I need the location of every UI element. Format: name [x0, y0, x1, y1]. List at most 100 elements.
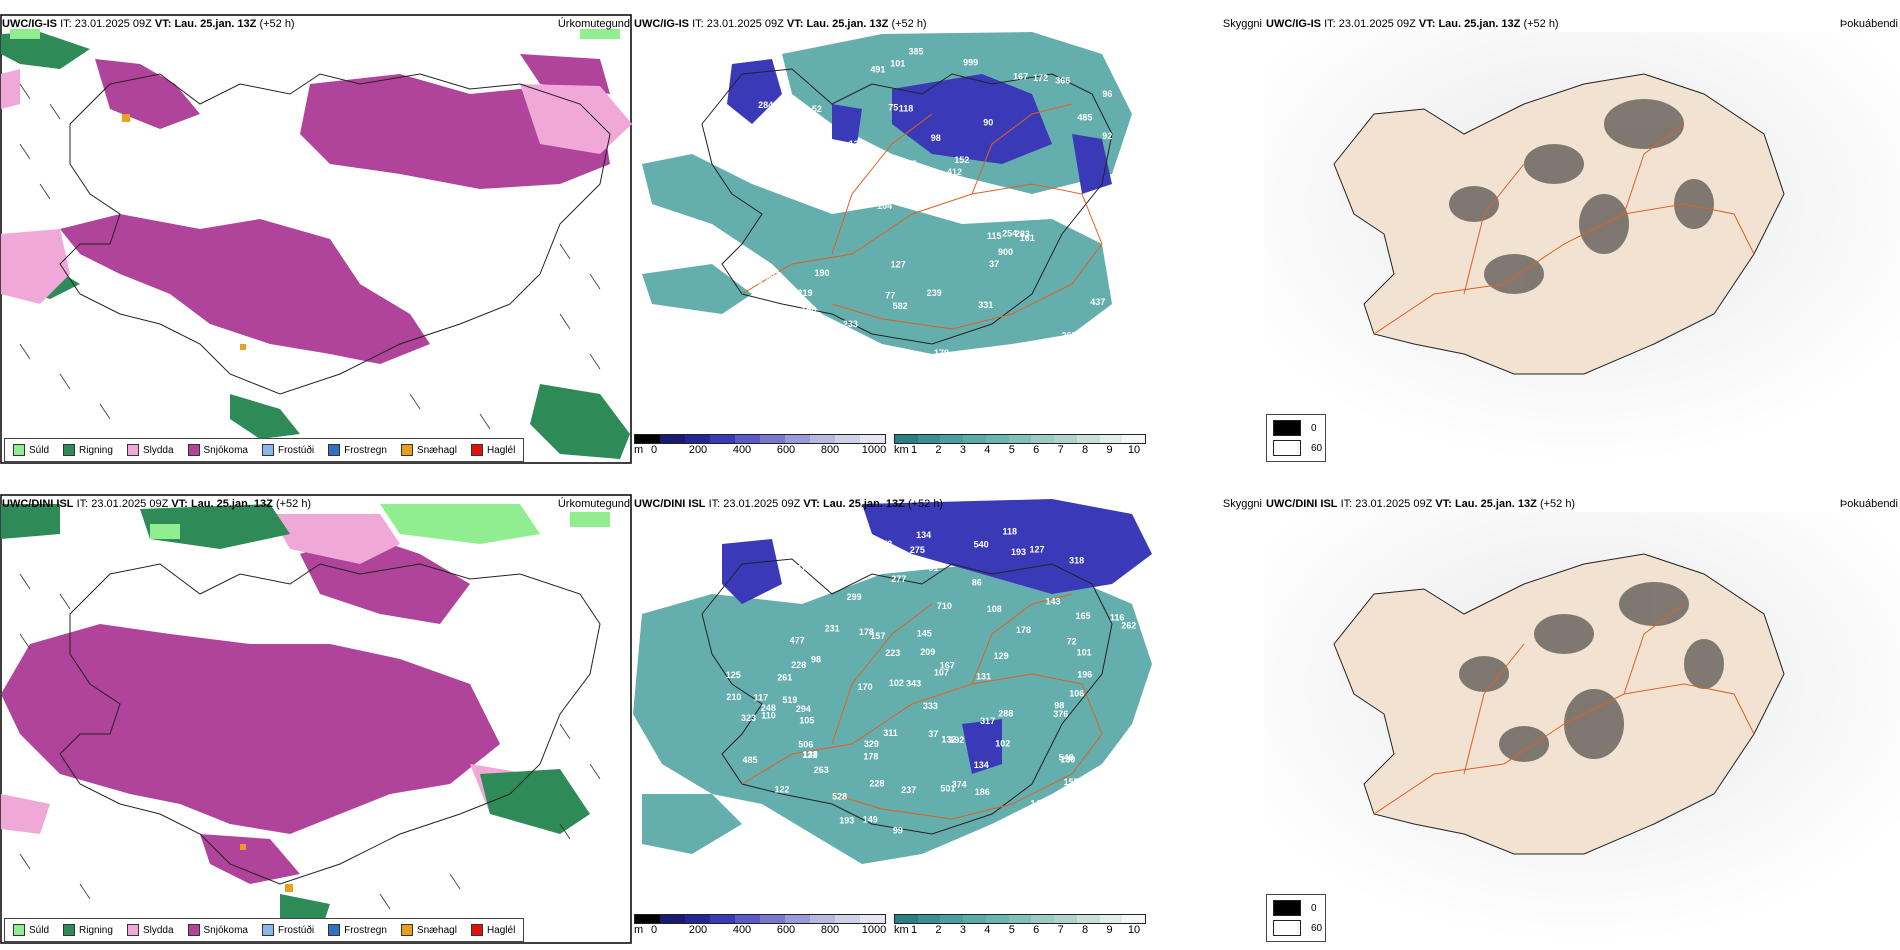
cloud-value-label: 37	[928, 729, 938, 739]
colorbar-tick: 6	[1033, 444, 1040, 456]
cloud-value-label: 104	[877, 201, 892, 211]
cloud-value-label: 134	[974, 760, 989, 770]
legend-item: Snjókoma	[187, 924, 248, 936]
cloud-value-label: 294	[796, 704, 811, 714]
wind-barbs	[19, 573, 601, 910]
fog-legend-value: 0	[1311, 902, 1317, 914]
fog-land	[1333, 553, 1785, 855]
cloud-value-label: 178	[1016, 625, 1031, 635]
cloud-value-label: 219	[798, 288, 813, 298]
cloud-value-label: 498	[739, 338, 754, 348]
cloud-value-label: 105	[799, 716, 814, 726]
colorbar-tick: 10	[1127, 444, 1141, 456]
cloud-value-label: 323	[741, 713, 756, 723]
panel-subtitle: Úrkomutegund	[557, 18, 630, 30]
cloud-value-label: 163	[770, 341, 785, 351]
cloudbase-colorbar: m 0 200 400 600 800 1000	[634, 914, 886, 940]
cloud-value-label: 161	[1020, 233, 1035, 243]
cloud-value-label: 107	[934, 667, 949, 677]
legend-item: Haglél	[470, 924, 516, 936]
colorbar-unit: km	[894, 924, 909, 936]
coastline	[59, 73, 611, 395]
drizzle-areas	[150, 504, 610, 544]
legend-swatch	[13, 924, 25, 936]
cloud-value-label: 121	[802, 750, 817, 760]
fog-legend-row: 0	[1273, 420, 1317, 436]
cloud-value-label: 155	[736, 52, 751, 62]
cloud-value-label: 181	[814, 142, 829, 152]
legend-swatch	[13, 444, 25, 456]
cloud-value-label: 263	[814, 765, 829, 775]
cloud-value-label: 125	[726, 670, 741, 680]
visibility-colorbar: km 1 2 3 4 5 6 7 8 9 10	[894, 914, 1146, 940]
cloud-value-label: 160	[801, 305, 816, 315]
legend-item: Snæhagl	[400, 444, 457, 456]
legend-label: Snjókoma	[203, 444, 248, 456]
cloud-value-label: 155	[1064, 777, 1079, 787]
legend-swatch	[328, 924, 341, 936]
cloud-value-label: 129	[994, 651, 1009, 661]
cloud-value-label: 273	[948, 176, 963, 186]
cloud-visibility-panel: 122 127 146 143 132 98 105 138 165 178 117 134 102 10…	[632, 494, 1264, 944]
precip-map	[0, 14, 632, 464]
panel-subtitle: Skyggni	[1222, 498, 1262, 510]
fog-map	[1264, 512, 1900, 944]
cloud-value-label: 374	[952, 780, 967, 790]
cloud-value-label: 147	[791, 563, 806, 573]
cloud-value-label: 106	[1069, 689, 1084, 699]
cloudbase-areas	[727, 59, 1112, 194]
drizzle-areas	[10, 29, 620, 39]
cloud-value-label: 37	[989, 259, 999, 269]
colorbar-tick: 6	[1033, 924, 1040, 936]
cloud-value-label: 105	[885, 184, 900, 194]
cloud-value-label: 99	[893, 825, 903, 835]
legend-swatch	[470, 924, 483, 936]
fog-roads	[1373, 603, 1755, 815]
fog-shading	[1459, 582, 1724, 762]
precip-map	[0, 494, 632, 944]
cloud-value-label: 284	[758, 100, 773, 110]
cloud-value-label: 485	[1077, 113, 1092, 123]
fog-land	[1333, 73, 1785, 375]
cloud-value-label: 196	[1077, 670, 1092, 680]
cloud-value-label: 318	[1069, 556, 1084, 566]
cloud-value-label: 168	[1125, 265, 1140, 275]
cloud-value-label: 98	[1054, 700, 1064, 710]
cloud-value-label: 115	[987, 231, 1002, 241]
legend-label: Rigning	[79, 924, 113, 936]
island-outline	[701, 558, 1113, 835]
cloud-value-label: 139	[849, 139, 864, 149]
legend-label: Haglél	[486, 924, 516, 936]
legend-item: Haglél	[470, 444, 515, 456]
cloud-value-label: 77	[885, 290, 895, 300]
cloud-value-label: 228	[869, 779, 884, 789]
cloud-value-label: 98	[931, 133, 941, 143]
colorbar-tick: 0	[650, 444, 658, 456]
cloud-value-label: 178	[934, 348, 949, 358]
cloudbase-areas	[722, 499, 1152, 774]
cloud-value-labels: 176 118 96 104 90 106 75 98 131 139 152 160 118 152 16…	[728, 47, 1156, 363]
cloud-value-label: 485	[743, 755, 758, 765]
panel-title: UWC/DINI ISL IT: 23.01.2025 09Z VT: Lau.…	[1266, 498, 1576, 510]
colorbar-tick: 3	[959, 924, 966, 936]
legend-item: Rigning	[63, 444, 113, 456]
cloud-value-label: 872	[877, 539, 892, 549]
cloud-value-label: 477	[790, 636, 805, 646]
cloud-value-label: 165	[1076, 611, 1091, 621]
cloud-value-label: 209	[920, 647, 935, 657]
cloud-value-label: 238	[1131, 78, 1146, 88]
coastline	[59, 563, 601, 885]
colorbar-tick: 7	[1057, 924, 1064, 936]
colorbar-tick: 3	[959, 444, 966, 456]
cloud-value-label: 126	[733, 304, 748, 314]
legend-swatch	[328, 444, 341, 456]
legend-label: Súld	[29, 924, 50, 936]
fog-legend-swatch	[1273, 920, 1301, 936]
cloud-value-label: 261	[777, 673, 792, 683]
precip-type-panel: UWC/DINI ISL IT: 23.01.2025 09Z VT: Lau.…	[0, 494, 632, 944]
cloud-value-label: 318	[735, 347, 750, 357]
cloud-value-label: 116	[1110, 613, 1125, 623]
cloud-value-label: 329	[864, 739, 879, 749]
cloud-value-label: 117	[754, 693, 769, 703]
precip-legend: Súld Rigning Slydda Snjókoma Frostúði Frostre…	[4, 438, 525, 462]
